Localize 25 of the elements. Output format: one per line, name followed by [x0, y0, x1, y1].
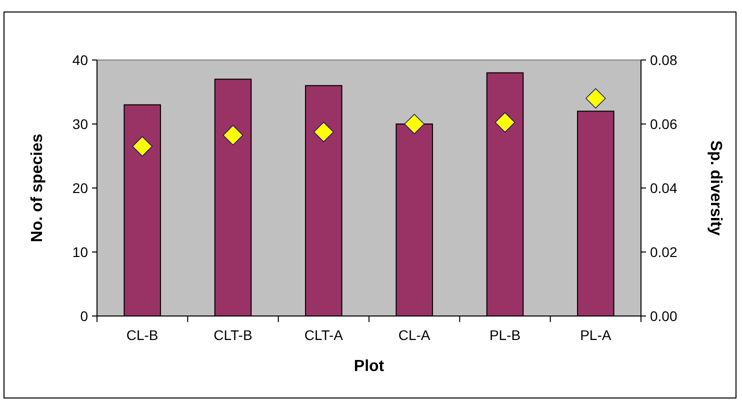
- y-tick-label: 20: [72, 180, 88, 196]
- point: [222, 125, 244, 146]
- point: [586, 88, 606, 108]
- x-tick-label: CL-A: [398, 327, 431, 343]
- y2-tick-label: 0.06: [650, 116, 678, 132]
- point: [314, 122, 334, 142]
- x-tick-label: PL-A: [580, 327, 612, 343]
- y-tick-label: 10: [72, 244, 88, 260]
- y2-tick-label: 0.00: [650, 308, 678, 324]
- y-axis-title: No. of species: [29, 134, 46, 242]
- x-tick-label: CLT-B: [214, 327, 252, 343]
- point: [132, 136, 152, 156]
- y2-tick-label: 0.04: [650, 180, 678, 196]
- x-axis-title: Plot: [354, 358, 385, 375]
- x-tick-label: PL-B: [489, 327, 521, 343]
- y-tick-label: 30: [72, 116, 88, 132]
- point: [494, 112, 516, 132]
- y2-tick-label: 0.08: [650, 52, 678, 68]
- y-tick-label: 0: [80, 308, 88, 324]
- x-tick-label: CL-B: [126, 327, 158, 343]
- y2-axis-title: Sp. diversity: [707, 140, 724, 236]
- x-tick-label: CLT-A: [304, 327, 344, 343]
- y2-tick-label: 0.02: [650, 244, 678, 260]
- point: [404, 114, 424, 134]
- y-tick-label: 40: [72, 52, 88, 68]
